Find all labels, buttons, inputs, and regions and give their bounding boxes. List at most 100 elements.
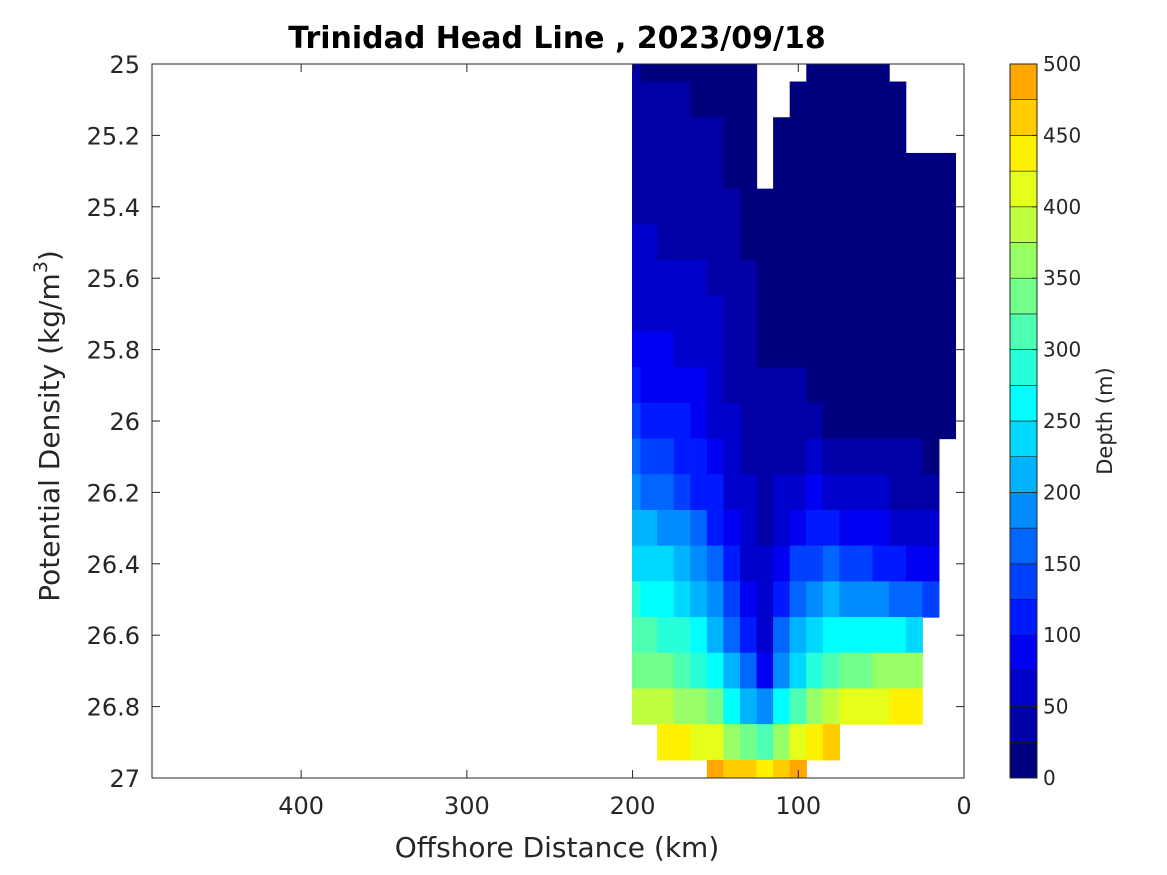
depth-cell xyxy=(889,331,907,368)
depth-cell xyxy=(806,688,824,725)
depth-cell xyxy=(756,759,774,778)
depth-cell xyxy=(756,688,774,725)
depth-cell xyxy=(657,545,675,582)
depth-cell xyxy=(905,260,923,297)
depth-cell xyxy=(905,438,923,475)
depth-cell xyxy=(756,331,774,368)
depth-cell xyxy=(789,81,807,118)
depth-cell xyxy=(822,188,841,225)
depth-cell xyxy=(789,331,807,368)
depth-cell xyxy=(806,617,824,654)
depth-cell xyxy=(922,152,940,190)
depth-cell xyxy=(723,652,741,690)
depth-cell xyxy=(922,402,940,440)
depth-cell xyxy=(773,759,791,778)
depth-cell xyxy=(839,117,857,154)
depth-cell xyxy=(640,402,658,440)
depth-cell xyxy=(640,295,658,333)
depth-cell xyxy=(889,260,907,297)
depth-cell xyxy=(872,64,890,83)
depth-cell xyxy=(872,438,890,475)
y-tick-label: 25.6 xyxy=(87,265,140,293)
depth-cell xyxy=(855,402,874,440)
depth-cell xyxy=(889,295,907,333)
depth-cell xyxy=(855,474,874,511)
depth-cell xyxy=(706,188,725,225)
depth-cell xyxy=(822,260,841,297)
depth-cell xyxy=(756,545,774,582)
depth-cell xyxy=(690,152,708,190)
depth-cell xyxy=(855,652,874,690)
depth-cell xyxy=(690,402,708,440)
depth-cell xyxy=(706,759,725,778)
depth-cell xyxy=(739,652,758,690)
depth-cell xyxy=(673,152,691,190)
depth-cell xyxy=(657,581,675,618)
depth-cell xyxy=(889,509,907,547)
depth-cell xyxy=(756,581,774,618)
colorbar-band xyxy=(1009,206,1038,243)
depth-cell xyxy=(822,367,841,404)
depth-cell xyxy=(739,152,758,190)
depth-cell xyxy=(640,581,658,618)
y-tick-label: 26.4 xyxy=(87,551,140,579)
colorbar-label: Depth (m) xyxy=(1093,367,1117,474)
depth-cell xyxy=(673,724,691,761)
colorbar-band xyxy=(1009,741,1038,779)
depth-cell xyxy=(922,545,940,582)
depth-cell xyxy=(673,617,691,654)
depth-cell xyxy=(773,617,791,654)
depth-cell xyxy=(657,152,675,190)
depth-cell xyxy=(673,581,691,618)
depth-cell xyxy=(640,545,658,582)
depth-cell xyxy=(889,188,907,225)
depth-cell xyxy=(839,152,857,190)
depth-cell xyxy=(690,188,708,225)
depth-cell xyxy=(872,188,890,225)
depth-cell xyxy=(789,188,807,225)
depth-cell xyxy=(657,688,675,725)
depth-cell xyxy=(723,438,741,475)
depth-cell xyxy=(855,331,874,368)
depth-cell xyxy=(723,759,741,778)
depth-cell xyxy=(855,438,874,475)
y-tick-label: 26.8 xyxy=(87,694,140,722)
depth-cell xyxy=(657,117,675,154)
depth-cell xyxy=(922,367,940,404)
depth-cell xyxy=(640,188,658,225)
depth-cell xyxy=(706,509,725,547)
x-tick-label: 400 xyxy=(278,792,324,820)
depth-cell xyxy=(723,367,741,404)
depth-cell xyxy=(872,581,890,618)
depth-cell xyxy=(723,509,741,547)
depth-cell xyxy=(855,81,874,118)
depth-cell xyxy=(806,64,824,83)
depth-cell xyxy=(690,474,708,511)
depth-cell xyxy=(872,367,890,404)
depth-cell xyxy=(773,402,791,440)
colorbar-band xyxy=(1009,384,1038,422)
depth-cell xyxy=(872,295,890,333)
depth-cell xyxy=(756,260,774,297)
depth-cell xyxy=(806,295,824,333)
depth-cell xyxy=(739,438,758,475)
depth-cell xyxy=(872,117,890,154)
depth-cell xyxy=(839,64,857,83)
depth-cell xyxy=(905,617,923,654)
depth-cell xyxy=(756,617,774,654)
colorbar-band xyxy=(1009,456,1038,493)
depth-cell xyxy=(806,188,824,225)
colorbar-band xyxy=(1009,277,1038,315)
depth-cell xyxy=(739,545,758,582)
y-tick-label: 25.2 xyxy=(87,122,140,150)
depth-cell xyxy=(723,295,741,333)
depth-cell xyxy=(657,224,675,261)
depth-cell xyxy=(673,438,691,475)
depth-cell xyxy=(773,724,791,761)
colorbar-tick-label: 100 xyxy=(1043,623,1081,647)
depth-cell xyxy=(706,402,725,440)
colorbar: 0 50 100 150 200 250 300 350 400 450 500 Depth (m) xyxy=(1009,52,1117,790)
depth-cell xyxy=(739,331,758,368)
depth-cell xyxy=(905,509,923,547)
depth-cell xyxy=(640,64,658,83)
